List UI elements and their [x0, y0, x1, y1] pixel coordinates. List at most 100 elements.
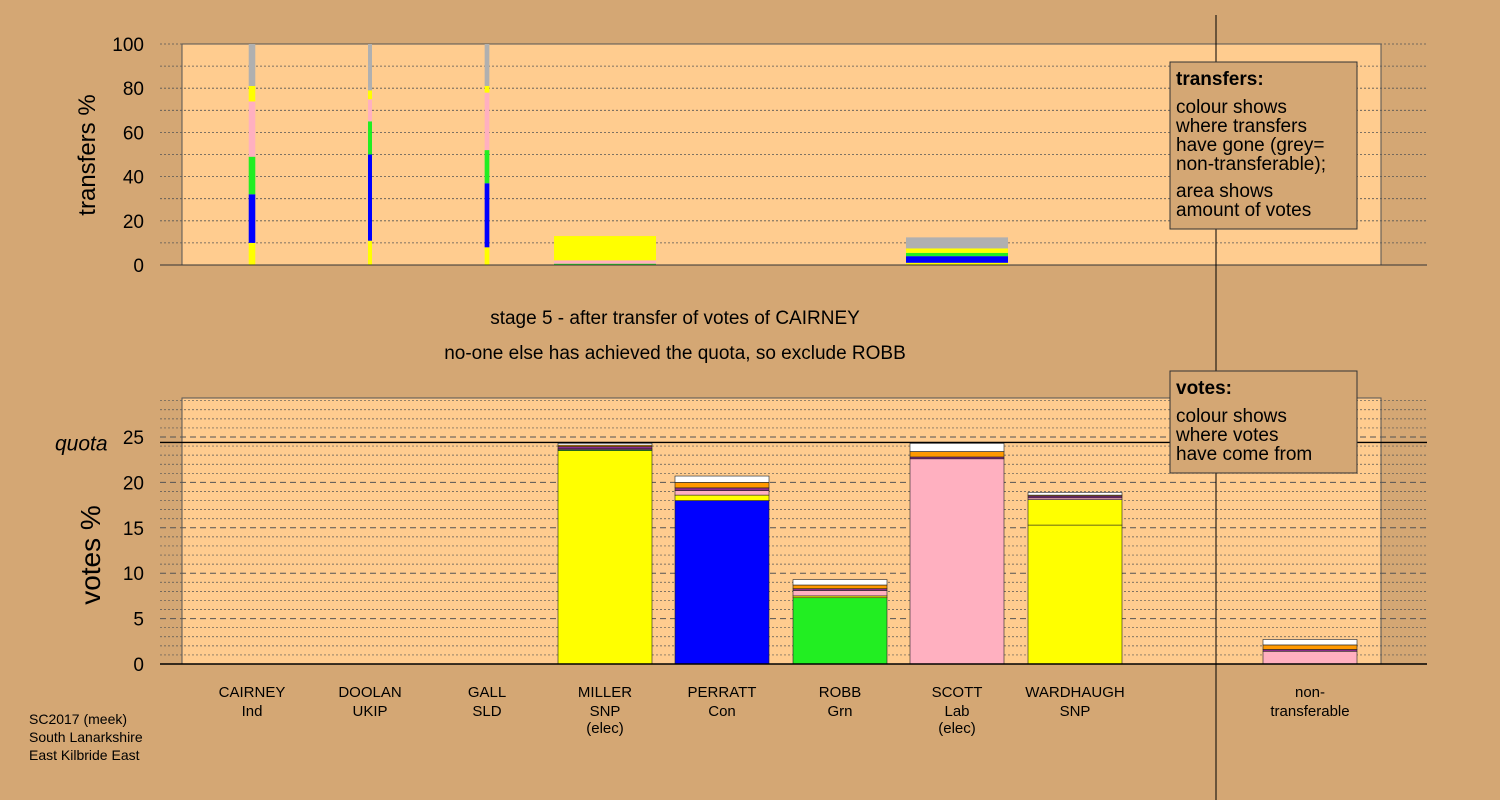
legend-votes: votes: colour shows where votes have com…	[1169, 370, 1358, 474]
vote-segment	[792, 590, 888, 597]
footer-line-3: East Kilbride East	[29, 747, 140, 763]
transfer-segment	[484, 92, 490, 151]
candidate-party: Con	[708, 703, 736, 720]
legend-votes-line: colour shows	[1176, 406, 1287, 427]
footer-line-2: South Lanarkshire	[29, 729, 143, 745]
votes-tick-label: 15	[123, 519, 144, 540]
transfer-segment	[368, 90, 372, 100]
stage-note: no-one else has achieved the quota, so e…	[444, 343, 906, 364]
candidate-status: (elec)	[938, 720, 976, 737]
transfer-segment	[484, 247, 490, 265]
candidate-name: WARDHAUGH	[1025, 684, 1124, 701]
votes-tick-label: 25	[123, 428, 144, 449]
vote-segment	[1262, 639, 1358, 646]
transfers-tick-label: 20	[123, 212, 144, 233]
candidate-party: Grn	[827, 703, 852, 720]
transfer-segment	[484, 183, 490, 248]
vote-segment	[792, 597, 888, 665]
footer-line-1: SC2017 (meek)	[29, 711, 127, 727]
candidate-name: non-	[1295, 684, 1325, 701]
legend-votes-line: where votes	[1175, 425, 1278, 446]
legend-transfers-line: non-transferable);	[1176, 154, 1326, 175]
transfer-segment	[368, 154, 372, 241]
legend-votes-line: have come from	[1176, 444, 1312, 465]
vote-segment	[674, 482, 770, 489]
candidate-name: GALL	[468, 684, 506, 701]
transfer-segment	[906, 237, 1008, 249]
candidate-name: DOOLAN	[338, 684, 401, 701]
vote-segment	[674, 500, 770, 665]
transfer-segment	[484, 150, 490, 184]
vote-segment	[909, 451, 1005, 458]
transfers-tick-label: 0	[133, 256, 144, 277]
candidate-party: transferable	[1270, 703, 1349, 720]
legend-transfers-line: amount of votes	[1176, 200, 1311, 221]
legend-transfers: transfers: colour shows where transfers …	[1169, 61, 1358, 230]
votes-tick-label: 5	[133, 610, 144, 631]
vote-segment	[792, 584, 888, 589]
transfer-segment	[248, 156, 256, 195]
transfer-segment	[248, 101, 256, 157]
vote-segment	[674, 490, 770, 496]
transfer-segment	[554, 236, 656, 261]
vote-segment	[674, 475, 770, 483]
vote-segment	[1262, 644, 1358, 650]
transfer-segment	[906, 262, 1008, 265]
transfer-segment	[368, 121, 372, 155]
candidate-name: SCOTT	[932, 684, 983, 701]
transfer-segment	[554, 263, 656, 265]
transfer-segment	[368, 44, 372, 91]
quota-label: quota	[55, 432, 108, 455]
candidate-party: SNP	[1060, 703, 1091, 720]
transfer-segment	[906, 248, 1008, 253]
transfer-segment	[248, 44, 256, 86]
vote-segment	[1027, 492, 1123, 496]
votes-tick-label: 10	[123, 564, 144, 585]
candidate-status: (elec)	[586, 720, 624, 737]
candidate-name: MILLER	[578, 684, 632, 701]
vote-segment	[674, 494, 770, 501]
candidate-party: SLD	[472, 703, 501, 720]
vote-segment	[792, 579, 888, 586]
vote-segment	[909, 458, 1005, 665]
candidate-party: Ind	[242, 703, 263, 720]
candidate-name: CAIRNEY	[219, 684, 286, 701]
vote-segment	[557, 446, 653, 450]
transfers-tick-label: 80	[123, 79, 144, 100]
legend-transfers-line: area shows	[1176, 181, 1273, 202]
transfer-segment	[484, 44, 490, 86]
transfer-segment	[248, 194, 256, 243]
transfer-segment	[368, 240, 372, 265]
transfers-axis-label: transfers %	[74, 94, 101, 215]
candidate-party: UKIP	[352, 703, 387, 720]
transfer-segment	[248, 242, 256, 265]
vote-segment	[1027, 499, 1123, 526]
candidate-name: ROBB	[819, 684, 862, 701]
candidate-name: PERRATT	[688, 684, 757, 701]
transfer-segment	[906, 252, 1008, 257]
transfer-segment	[906, 256, 1008, 263]
candidate-party: Lab	[944, 703, 969, 720]
transfers-tick-label: 40	[123, 168, 144, 189]
votes-tick-label: 20	[123, 473, 144, 494]
legend-transfers-heading: transfers:	[1176, 69, 1264, 90]
legend-transfers-line: have gone (grey=	[1176, 135, 1324, 156]
transfers-tick-label: 60	[123, 123, 144, 144]
transfer-segment	[554, 260, 656, 264]
legend-transfers-line: where transfers	[1175, 116, 1307, 137]
candidate-party: SNP	[590, 703, 621, 720]
legend-votes-heading: votes:	[1176, 378, 1232, 399]
stage-title: stage 5 - after transfer of votes of CAI…	[490, 308, 860, 329]
votes-tick-label: 0	[133, 655, 144, 676]
vote-segment	[557, 450, 653, 665]
transfer-segment	[248, 85, 256, 102]
vote-segment	[909, 443, 1005, 452]
vote-segment	[1027, 524, 1123, 665]
votes-axis-label: votes %	[75, 505, 106, 605]
transfers-tick-label: 100	[112, 35, 144, 56]
transfer-segment	[368, 99, 372, 122]
transfer-segment	[484, 85, 490, 93]
vote-segment	[674, 487, 770, 491]
